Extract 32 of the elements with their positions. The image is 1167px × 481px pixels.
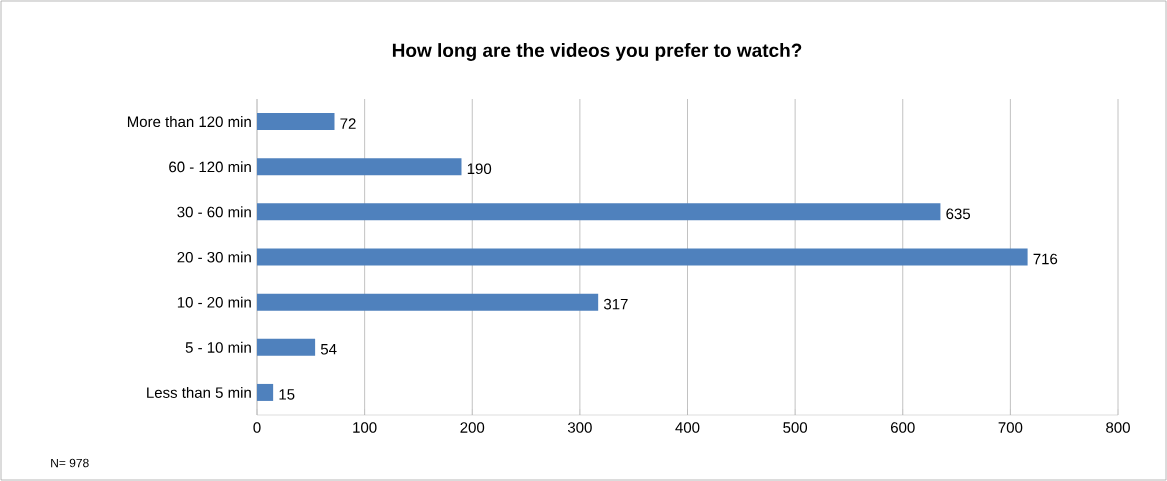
bar bbox=[257, 203, 941, 221]
x-tick-label: 300 bbox=[567, 422, 592, 433]
data-label: 317 bbox=[603, 298, 628, 310]
bar bbox=[257, 248, 1028, 266]
x-tick-label: 500 bbox=[783, 422, 808, 433]
bar bbox=[257, 113, 335, 131]
bar bbox=[257, 338, 316, 356]
data-label: 635 bbox=[946, 208, 971, 220]
x-tick-label: 700 bbox=[998, 422, 1023, 433]
chart-title: How long are the videos you prefer to watch? bbox=[392, 43, 802, 61]
x-tick-label: 100 bbox=[353, 422, 377, 433]
data-label: 15 bbox=[279, 389, 295, 400]
y-tick-label: 30 - 60 min bbox=[177, 206, 251, 218]
x-tick-label: 200 bbox=[460, 422, 485, 433]
bar bbox=[257, 293, 599, 311]
x-tick-label: 400 bbox=[675, 422, 700, 433]
x-tick-label: 800 bbox=[1106, 422, 1130, 433]
data-label: 190 bbox=[467, 163, 492, 175]
data-label: 72 bbox=[340, 118, 356, 129]
y-tick-label: 5 - 10 min bbox=[185, 341, 251, 353]
bar bbox=[257, 383, 274, 401]
y-tick-label: Less than 5 min bbox=[147, 386, 251, 398]
y-tick-label: 60 - 120 min bbox=[169, 161, 251, 173]
y-tick-label: More than 120 min bbox=[127, 116, 251, 128]
x-tick-label: 600 bbox=[891, 422, 915, 433]
y-tick-label: 20 - 30 min bbox=[177, 251, 251, 263]
x-tick-label: 0 bbox=[253, 422, 261, 433]
y-tick-label: 10 - 20 min bbox=[177, 296, 251, 308]
data-label: 716 bbox=[1033, 253, 1058, 265]
text: N= 978 bbox=[51, 458, 89, 468]
data-label: 54 bbox=[320, 344, 337, 355]
bar bbox=[257, 158, 462, 176]
